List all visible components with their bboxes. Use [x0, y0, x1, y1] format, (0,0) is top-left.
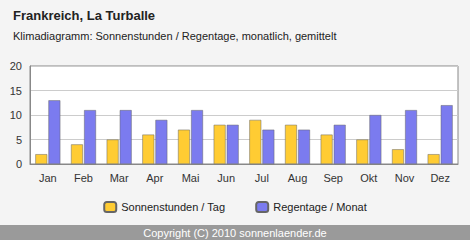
svg-text:Nov: Nov — [395, 172, 415, 184]
svg-text:0: 0 — [16, 158, 22, 170]
svg-text:Sonnenstunden / Tag: Sonnenstunden / Tag — [121, 201, 225, 213]
svg-text:Jan: Jan — [39, 172, 57, 184]
svg-text:Dez: Dez — [430, 172, 450, 184]
svg-text:Aug: Aug — [288, 172, 308, 184]
svg-text:10: 10 — [10, 109, 22, 121]
svg-text:Mar: Mar — [110, 172, 129, 184]
svg-text:Frankreich, La Turballe: Frankreich, La Turballe — [13, 8, 155, 23]
svg-text:Sep: Sep — [323, 172, 343, 184]
svg-text:Copyright (C) 2010 sonnenlaend: Copyright (C) 2010 sonnenlaender.de — [143, 227, 326, 239]
svg-text:Regentage / Monat: Regentage / Monat — [273, 201, 367, 213]
svg-text:Mai: Mai — [182, 172, 200, 184]
svg-text:Jun: Jun — [217, 172, 235, 184]
svg-text:Apr: Apr — [146, 172, 163, 184]
svg-text:Feb: Feb — [74, 172, 93, 184]
svg-text:5: 5 — [16, 134, 22, 146]
svg-text:15: 15 — [10, 85, 22, 97]
svg-text:Jul: Jul — [255, 172, 269, 184]
svg-text:Okt: Okt — [360, 172, 377, 184]
svg-text:Klimadiagramm: Sonnenstunden /: Klimadiagramm: Sonnenstunden / Regentage… — [13, 30, 336, 42]
svg-text:20: 20 — [10, 60, 22, 72]
